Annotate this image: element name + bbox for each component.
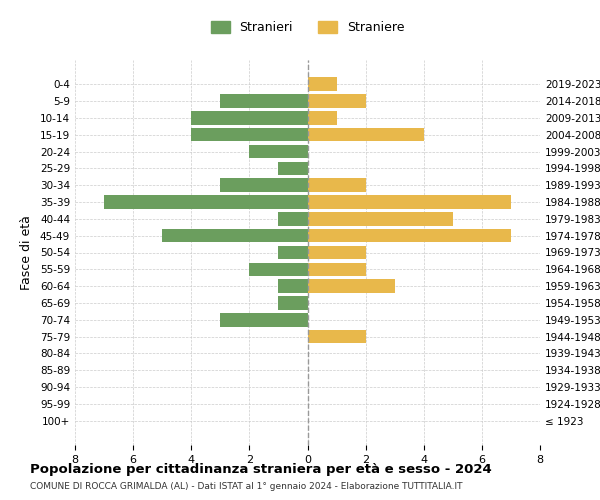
Bar [278, 212, 308, 226]
Bar [308, 94, 365, 108]
Bar [278, 296, 308, 310]
Bar [278, 246, 308, 259]
Bar [278, 280, 308, 293]
Bar [308, 246, 365, 259]
Y-axis label: Fasce di età: Fasce di età [20, 215, 33, 290]
Bar [308, 111, 337, 124]
Legend: Stranieri, Straniere: Stranieri, Straniere [206, 16, 409, 39]
Bar [191, 128, 308, 141]
Bar [308, 128, 424, 141]
Text: Popolazione per cittadinanza straniera per età e sesso - 2024: Popolazione per cittadinanza straniera p… [30, 462, 492, 475]
Bar [220, 313, 308, 326]
Bar [308, 212, 453, 226]
Bar [250, 262, 308, 276]
Bar [220, 178, 308, 192]
Bar [104, 196, 308, 209]
Bar [308, 330, 365, 344]
Bar [220, 94, 308, 108]
Bar [278, 162, 308, 175]
Text: COMUNE DI ROCCA GRIMALDA (AL) - Dati ISTAT al 1° gennaio 2024 - Elaborazione TUT: COMUNE DI ROCCA GRIMALDA (AL) - Dati IST… [30, 482, 463, 491]
Bar [308, 196, 511, 209]
Bar [250, 145, 308, 158]
Bar [308, 229, 511, 242]
Bar [162, 229, 308, 242]
Bar [308, 280, 395, 293]
Bar [308, 78, 337, 91]
Bar [191, 111, 308, 124]
Bar [308, 178, 365, 192]
Bar [308, 262, 365, 276]
